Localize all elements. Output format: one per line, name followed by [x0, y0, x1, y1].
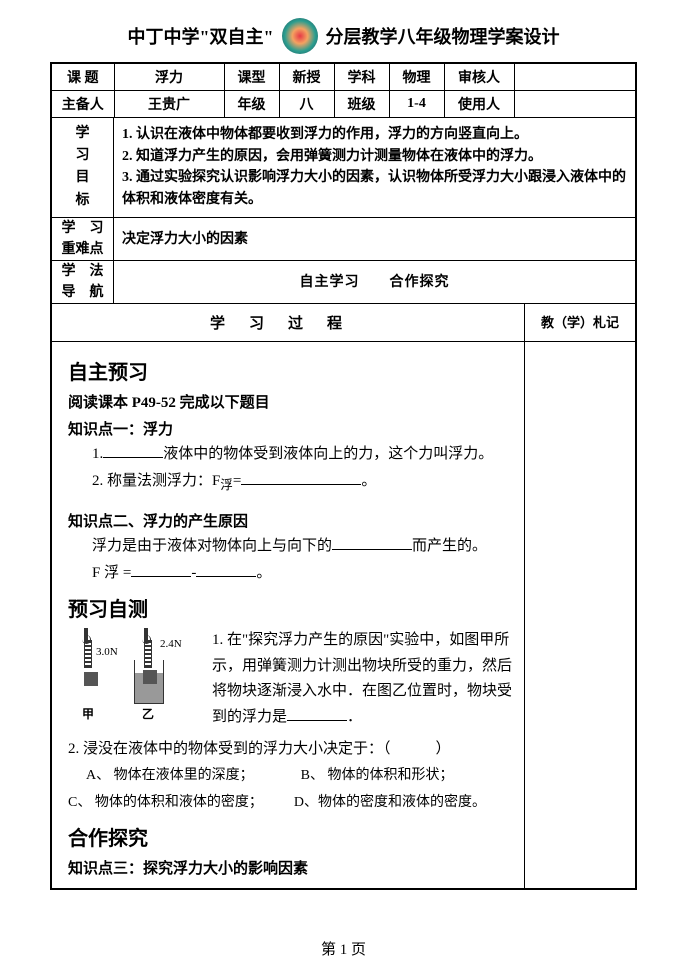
goal-1: 1. 认识在液体中物体都要收到浮力的作用，浮力的方向竖直向上。: [122, 124, 627, 146]
cell-subject: 物理: [389, 64, 444, 91]
cell-grade: 八: [279, 91, 334, 118]
cell-user: [514, 91, 635, 118]
selftest-q2: 2. 浸没在液体中的物体受到的浮力大小决定于：（ ）: [68, 736, 512, 763]
caption-jia: 甲: [82, 705, 94, 722]
notes-label: 教（学）札记: [525, 304, 635, 341]
cell-class: 1-4: [389, 91, 444, 118]
cell-subject-label: 学科: [334, 64, 389, 91]
blank-4[interactable]: [131, 562, 191, 577]
experiment-diagram: 3.0N 2.4N 甲 乙: [68, 628, 208, 718]
kp1-heading: 知识点一：浮力: [68, 418, 512, 439]
goal-2: 2. 知道浮力产生的原因，会用弹簧测力计测量物体在液体中的浮力。: [122, 146, 627, 168]
notes-column: [525, 342, 635, 889]
opt-c: C、 物体的体积和液体的密度；: [68, 795, 263, 810]
cell-grade-label: 年级: [224, 91, 279, 118]
cell-topic: 浮力: [114, 64, 224, 91]
label-3n: 3.0N: [96, 646, 118, 658]
kp2-line1: 浮力是由于液体对物体向上与向下的而产生的。: [68, 533, 512, 560]
content-row: 自主预习 阅读课本 P49-52 完成以下题目 知识点一：浮力 1.液体中的物体…: [52, 342, 635, 889]
goals-content: 1. 认识在液体中物体都要收到浮力的作用，浮力的方向竖直向上。 2. 知道浮力产…: [114, 118, 635, 217]
process-label: 学习过程: [52, 304, 525, 341]
opt-d: D、物体的密度和液体的密度。: [294, 795, 486, 810]
kp3-heading: 知识点三：探究浮力大小的影响因素: [68, 857, 512, 878]
blank-1[interactable]: [103, 443, 163, 458]
cell-class-label: 班级: [334, 91, 389, 118]
method-label: 学 法 导 航: [52, 261, 114, 303]
focus-row: 学 习 重难点 决定浮力大小的因素: [52, 218, 635, 261]
header-table: 课 题 浮力 课型 新授 学科 物理 审核人 主备人 王贵广 年级 八 班级 1…: [52, 64, 635, 118]
caption-yi: 乙: [142, 705, 154, 722]
focus-text: 决定浮力大小的因素: [114, 218, 635, 260]
blank-3[interactable]: [332, 535, 412, 550]
blank-6[interactable]: [287, 706, 347, 721]
goal-3: 3. 通过实验探究认识影响浮力大小的因素，认识物体所受浮力大小跟浸入液体中的体积…: [122, 167, 627, 210]
beaker-icon: [134, 660, 164, 704]
cell-user-label: 使用人: [444, 91, 514, 118]
cell-author-label: 主备人: [52, 91, 114, 118]
label-24n: 2.4N: [160, 638, 182, 650]
method-text: 自主学习 合作探究: [114, 261, 635, 303]
method-row: 学 法 导 航 自主学习 合作探究: [52, 261, 635, 304]
kp1-q1: 1.液体中的物体受到液体向上的力，这个力叫浮力。: [68, 441, 512, 468]
goals-label: 学习目标: [52, 118, 114, 217]
kp2-line2: F 浮 =-。: [68, 560, 512, 587]
process-header-row: 学习过程 教（学）札记: [52, 304, 635, 342]
main-content: 自主预习 阅读课本 P49-52 完成以下题目 知识点一：浮力 1.液体中的物体…: [52, 342, 525, 889]
cell-topic-label: 课 题: [52, 64, 114, 91]
kp2-heading: 知识点二、浮力的产生原因: [68, 510, 512, 531]
page-title: 中丁中学"双自主" 分层教学八年级物理学案设计: [0, 0, 687, 62]
school-logo-icon: [282, 18, 318, 54]
options: A、 物体在液体里的深度； B、 物体的体积和形状； C、 物体的体积和液体的密…: [68, 763, 512, 816]
goals-row: 学习目标 1. 认识在液体中物体都要收到浮力的作用，浮力的方向竖直向上。 2. …: [52, 118, 635, 218]
title-right: 分层教学八年级物理学案设计: [326, 23, 560, 49]
blank-2[interactable]: [241, 470, 361, 485]
blank-5[interactable]: [196, 562, 256, 577]
cell-reviewer: [514, 64, 635, 91]
section-preview-heading: 自主预习: [68, 356, 512, 385]
opt-b: B、 物体的体积和形状；: [301, 768, 454, 783]
worksheet-frame: 课 题 浮力 课型 新授 学科 物理 审核人 主备人 王贵广 年级 八 班级 1…: [50, 62, 637, 890]
selftest-q1: 1. 在"探究浮力产生的原因"实验中，如图甲所示，用弹簧测力计测出物块所受的重力…: [208, 628, 512, 730]
cell-type-label: 课型: [224, 64, 279, 91]
experiment-figure-wrap: 3.0N 2.4N 甲 乙 1. 在"探究浮力产生的原因"实验中，如图甲所示，用…: [68, 628, 512, 730]
cell-author: 王贵广: [114, 91, 224, 118]
focus-label: 学 习 重难点: [52, 218, 114, 260]
kp1-q2: 2. 称量法测浮力：F浮=。: [68, 468, 512, 497]
section-selftest-heading: 预习自测: [68, 593, 512, 622]
cell-type: 新授: [279, 64, 334, 91]
title-left: 中丁中学"双自主": [128, 23, 274, 49]
section-coop-heading: 合作探究: [68, 822, 512, 851]
opt-a: A、 物体在液体里的深度；: [86, 768, 254, 783]
cell-reviewer-label: 审核人: [444, 64, 514, 91]
page-footer: 第 1 页: [0, 938, 687, 959]
reading-instruction: 阅读课本 P49-52 完成以下题目: [68, 391, 512, 412]
